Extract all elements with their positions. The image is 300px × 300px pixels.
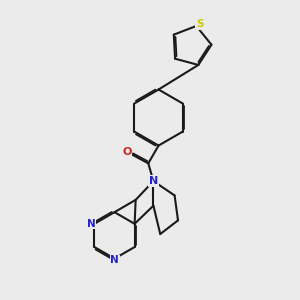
Text: O: O [122,147,132,157]
Text: N: N [149,176,158,186]
Text: N: N [87,219,95,229]
Text: S: S [196,19,203,29]
Text: N: N [110,255,119,265]
